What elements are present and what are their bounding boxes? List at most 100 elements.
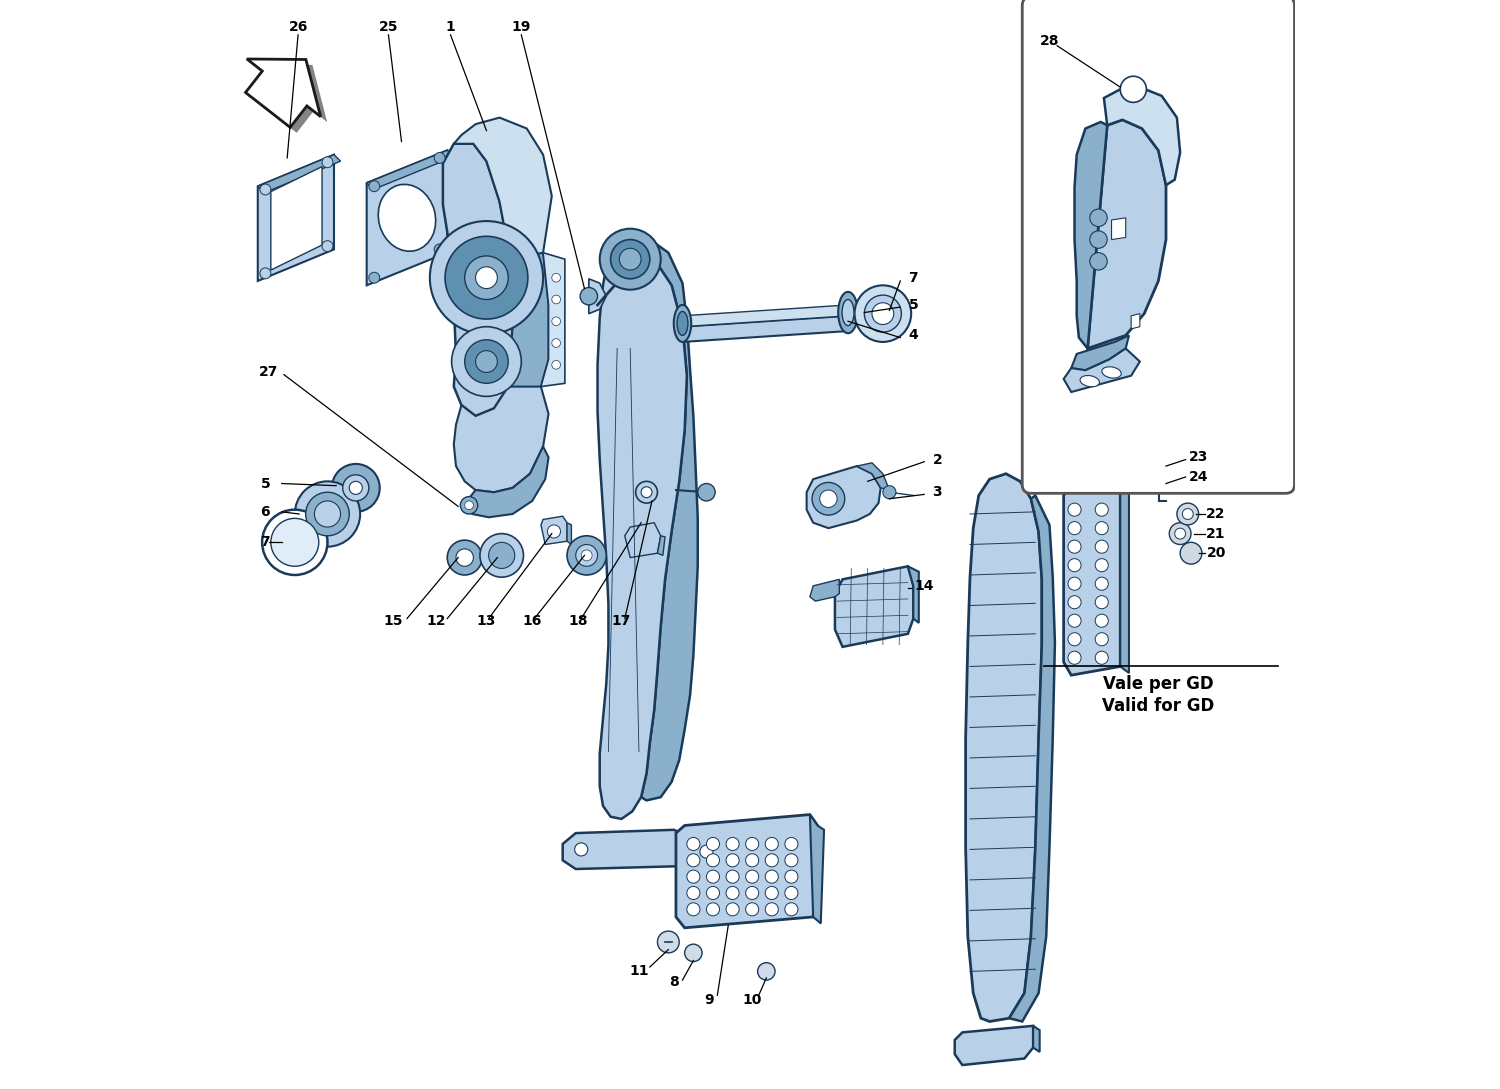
Text: 5: 5 — [261, 477, 270, 490]
Circle shape — [706, 837, 720, 851]
Text: 1: 1 — [446, 21, 456, 34]
Circle shape — [1095, 651, 1108, 664]
Polygon shape — [1104, 87, 1180, 185]
Circle shape — [576, 544, 597, 566]
Text: 12: 12 — [426, 614, 445, 627]
Text: 15: 15 — [382, 614, 402, 627]
Polygon shape — [810, 579, 840, 601]
Circle shape — [1068, 522, 1082, 535]
Circle shape — [1090, 253, 1107, 270]
Circle shape — [1178, 503, 1198, 525]
Circle shape — [342, 475, 369, 501]
Circle shape — [726, 870, 740, 883]
Circle shape — [687, 903, 700, 916]
Text: 28: 28 — [1040, 35, 1059, 48]
Circle shape — [784, 854, 798, 867]
Circle shape — [1095, 577, 1108, 590]
Circle shape — [369, 181, 380, 192]
Polygon shape — [1010, 495, 1054, 1021]
Ellipse shape — [1102, 367, 1120, 378]
Text: 13: 13 — [477, 614, 496, 627]
Polygon shape — [1112, 218, 1125, 240]
Circle shape — [322, 241, 333, 252]
Circle shape — [746, 837, 759, 851]
Circle shape — [1068, 614, 1082, 627]
Polygon shape — [1074, 122, 1107, 348]
Circle shape — [260, 268, 272, 279]
Circle shape — [687, 886, 700, 900]
Circle shape — [332, 464, 380, 512]
Circle shape — [1068, 559, 1082, 572]
Polygon shape — [258, 155, 340, 193]
Circle shape — [855, 285, 910, 342]
Text: 22: 22 — [1206, 507, 1225, 521]
Circle shape — [1120, 76, 1146, 102]
Text: 25: 25 — [378, 21, 398, 34]
Circle shape — [262, 510, 327, 575]
Circle shape — [1170, 523, 1191, 544]
Text: 7: 7 — [261, 536, 270, 549]
Polygon shape — [542, 516, 567, 544]
Circle shape — [456, 549, 474, 566]
Text: 11: 11 — [628, 965, 648, 978]
Circle shape — [784, 886, 798, 900]
Text: 2: 2 — [933, 453, 942, 466]
Ellipse shape — [842, 299, 854, 326]
Circle shape — [480, 534, 524, 577]
Circle shape — [600, 229, 660, 290]
Circle shape — [476, 267, 498, 289]
Circle shape — [1068, 503, 1082, 516]
Circle shape — [706, 854, 720, 867]
Circle shape — [746, 886, 759, 900]
Polygon shape — [810, 815, 824, 923]
Circle shape — [706, 870, 720, 883]
Circle shape — [884, 486, 896, 499]
Text: 20: 20 — [1206, 547, 1225, 560]
Polygon shape — [272, 167, 322, 270]
Circle shape — [567, 536, 606, 575]
Circle shape — [580, 550, 592, 561]
Polygon shape — [567, 523, 572, 544]
Circle shape — [1068, 577, 1082, 590]
Polygon shape — [682, 316, 847, 342]
Polygon shape — [246, 59, 321, 127]
Circle shape — [369, 272, 380, 283]
Circle shape — [765, 837, 778, 851]
Polygon shape — [856, 463, 889, 490]
Circle shape — [1068, 540, 1082, 553]
Polygon shape — [509, 253, 549, 401]
Text: 23: 23 — [1190, 451, 1209, 464]
Circle shape — [706, 903, 720, 916]
Circle shape — [465, 256, 509, 299]
Polygon shape — [1034, 1026, 1040, 1052]
Circle shape — [746, 854, 759, 867]
Circle shape — [350, 481, 363, 494]
Text: 18: 18 — [568, 614, 588, 627]
Circle shape — [430, 221, 543, 334]
Polygon shape — [252, 64, 327, 133]
Polygon shape — [836, 566, 914, 647]
Polygon shape — [366, 150, 447, 285]
Text: 21: 21 — [1206, 527, 1225, 540]
Circle shape — [447, 540, 482, 575]
Circle shape — [1174, 528, 1185, 539]
Polygon shape — [1131, 314, 1140, 329]
Ellipse shape — [674, 305, 692, 342]
Polygon shape — [954, 1026, 1034, 1065]
Circle shape — [706, 886, 720, 900]
Circle shape — [784, 870, 798, 883]
Ellipse shape — [378, 184, 435, 252]
Circle shape — [1095, 633, 1108, 646]
Polygon shape — [630, 240, 698, 800]
Circle shape — [819, 490, 837, 507]
Circle shape — [1095, 614, 1108, 627]
Text: Vale per GD: Vale per GD — [1102, 675, 1214, 693]
Circle shape — [864, 295, 901, 332]
Circle shape — [1095, 559, 1108, 572]
Polygon shape — [542, 253, 566, 387]
Circle shape — [1095, 522, 1108, 535]
Circle shape — [1090, 231, 1107, 248]
Text: 5: 5 — [909, 298, 918, 311]
Text: 8: 8 — [669, 976, 678, 989]
Circle shape — [272, 518, 320, 566]
